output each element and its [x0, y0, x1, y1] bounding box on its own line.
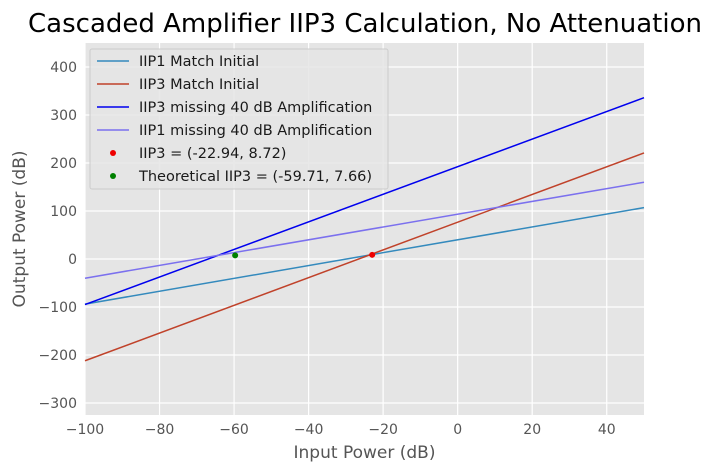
legend: IIP1 Match Initial IIP3 Match Initial IIP3… [89, 48, 389, 190]
x-tick-label: 40 [598, 422, 616, 438]
x-tick-label: −20 [368, 422, 398, 438]
y-tick-label: −300 [39, 396, 77, 412]
y-tick-label: 200 [50, 156, 77, 172]
y-tick-label: 100 [50, 204, 77, 220]
chart-title: Cascaded Amplifier IIP3 Calculation, No … [28, 9, 702, 39]
series-line-1 [84, 152, 645, 362]
legend-swatch-4 [110, 150, 116, 156]
x-tick-label: 0 [453, 422, 462, 438]
x-tick-label: −80 [145, 422, 175, 438]
y-tick-label: −100 [39, 300, 77, 316]
x-tick-label: −40 [294, 422, 324, 438]
legend-label-3: IIP1 missing 40 dB Amplification [139, 123, 372, 139]
series-line-3 [84, 181, 645, 279]
legend-label-4: IIP3 = (-22.94, 8.72) [139, 146, 286, 162]
legend-label-5: Theoretical IIP3 = (-59.71, 7.66) [138, 169, 372, 185]
x-tick-label: −100 [66, 422, 104, 438]
y-tick-label: 400 [50, 60, 77, 76]
legend-swatch-5 [110, 173, 116, 179]
tick-labels: −100 −80 −60 −40 −20 0 20 40−300−200−1000100200… [39, 60, 616, 438]
y-tick-label: −200 [39, 348, 77, 364]
x-tick-label: −60 [219, 422, 249, 438]
legend-box [89, 48, 389, 190]
data-point-5 [232, 252, 239, 259]
series-line-0 [84, 206, 645, 305]
series-layer [84, 97, 645, 362]
legend-label-0: IIP1 Match Initial [139, 54, 259, 70]
y-tick-label: 300 [50, 108, 77, 124]
y-tick-label: 0 [68, 252, 77, 268]
x-tick-label: 20 [523, 422, 541, 438]
legend-label-2: IIP3 missing 40 dB Amplification [139, 100, 372, 116]
legend-label-1: IIP3 Match Initial [139, 77, 259, 93]
y-axis-label: Output Power (dB) [10, 151, 30, 308]
data-point-4 [369, 251, 376, 258]
series-line-2 [84, 97, 645, 306]
x-axis-label: Input Power (dB) [294, 443, 436, 463]
